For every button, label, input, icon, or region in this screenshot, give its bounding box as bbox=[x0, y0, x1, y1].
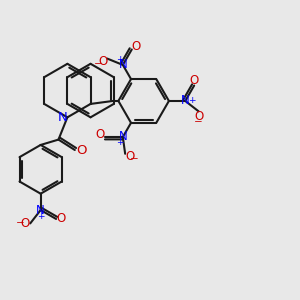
Text: O: O bbox=[76, 143, 87, 157]
Text: N: N bbox=[58, 111, 68, 124]
Text: +: + bbox=[116, 55, 123, 64]
Text: O: O bbox=[96, 128, 105, 141]
Text: O: O bbox=[98, 55, 107, 68]
Text: N: N bbox=[118, 58, 127, 71]
Text: O: O bbox=[190, 74, 199, 87]
Text: O: O bbox=[125, 150, 134, 163]
Text: N: N bbox=[118, 130, 127, 143]
Text: −: − bbox=[94, 59, 103, 69]
Text: +: + bbox=[37, 212, 44, 221]
Text: O: O bbox=[57, 212, 66, 226]
Text: +: + bbox=[116, 138, 123, 147]
Text: O: O bbox=[132, 40, 141, 53]
Text: N: N bbox=[181, 94, 190, 107]
Text: −: − bbox=[16, 218, 24, 228]
Text: −: − bbox=[130, 154, 139, 164]
Text: +: + bbox=[188, 97, 196, 106]
Text: −: − bbox=[194, 117, 203, 127]
Text: N: N bbox=[36, 203, 45, 217]
Text: O: O bbox=[20, 217, 29, 230]
Text: O: O bbox=[194, 110, 203, 123]
